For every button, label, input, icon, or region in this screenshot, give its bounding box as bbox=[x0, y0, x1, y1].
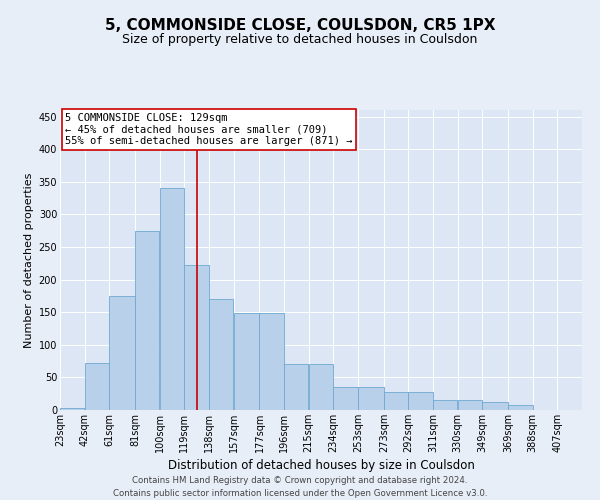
Text: 5, COMMONSIDE CLOSE, COULSDON, CR5 1PX: 5, COMMONSIDE CLOSE, COULSDON, CR5 1PX bbox=[105, 18, 495, 32]
Y-axis label: Number of detached properties: Number of detached properties bbox=[25, 172, 34, 348]
Bar bbox=[284, 364, 308, 410]
Bar bbox=[308, 364, 333, 410]
Bar bbox=[85, 363, 109, 410]
Bar bbox=[209, 299, 233, 410]
Bar bbox=[358, 386, 383, 410]
Bar bbox=[259, 314, 284, 410]
Bar bbox=[508, 406, 533, 410]
X-axis label: Distribution of detached houses by size in Coulsdon: Distribution of detached houses by size … bbox=[167, 459, 475, 472]
Text: Size of property relative to detached houses in Coulsdon: Size of property relative to detached ho… bbox=[122, 32, 478, 46]
Bar bbox=[109, 296, 135, 410]
Bar bbox=[458, 400, 482, 410]
Bar bbox=[160, 188, 184, 410]
Bar bbox=[433, 400, 457, 410]
Text: Contains HM Land Registry data © Crown copyright and database right 2024.: Contains HM Land Registry data © Crown c… bbox=[132, 476, 468, 485]
Text: 5 COMMONSIDE CLOSE: 129sqm
← 45% of detached houses are smaller (709)
55% of sem: 5 COMMONSIDE CLOSE: 129sqm ← 45% of deta… bbox=[65, 113, 353, 146]
Bar bbox=[409, 392, 433, 410]
Bar bbox=[482, 402, 508, 410]
Bar bbox=[184, 265, 209, 410]
Bar bbox=[135, 230, 160, 410]
Bar bbox=[334, 386, 358, 410]
Bar bbox=[233, 314, 259, 410]
Bar bbox=[60, 408, 85, 410]
Bar bbox=[384, 392, 408, 410]
Text: Contains public sector information licensed under the Open Government Licence v3: Contains public sector information licen… bbox=[113, 489, 487, 498]
